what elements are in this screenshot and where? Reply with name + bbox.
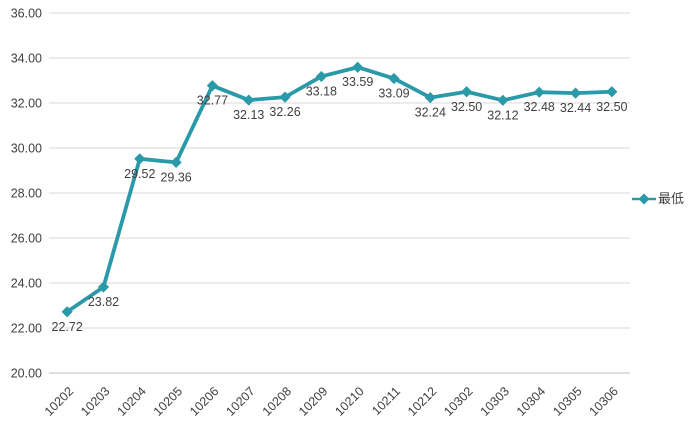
- y-tick-label: 34.00: [11, 52, 42, 66]
- data-point-marker: [134, 153, 146, 165]
- data-label: 29.52: [124, 167, 155, 181]
- legend-line-diamond-icon: [632, 193, 656, 205]
- data-point-marker: [352, 61, 364, 73]
- data-label: 33.59: [342, 75, 373, 89]
- data-label: 29.36: [160, 170, 191, 184]
- data-point-marker: [243, 94, 255, 106]
- data-labels: 22.72 23.82 29.52 29.36 32.77 32.13 32.26 33.18…: [52, 75, 628, 334]
- y-tick-label: 36.00: [11, 7, 42, 21]
- series-line: [65, 65, 614, 314]
- data-label: 22.72: [52, 320, 83, 334]
- x-tick-label: 10304: [514, 384, 549, 419]
- y-tick-label: 30.00: [11, 142, 42, 156]
- legend: 最低: [632, 190, 684, 208]
- data-label: 33.18: [306, 84, 337, 98]
- y-tick-label: 22.00: [11, 322, 42, 336]
- data-point-marker: [497, 94, 509, 106]
- y-tick-label: 26.00: [11, 232, 42, 246]
- data-label: 23.82: [88, 295, 119, 309]
- gridlines: [49, 12, 630, 374]
- x-tick-label: 10303: [478, 384, 513, 419]
- x-tick-label: 10202: [42, 384, 77, 419]
- data-label: 32.13: [233, 108, 264, 122]
- legend-label: 最低: [658, 191, 685, 206]
- data-point-marker: [388, 72, 400, 85]
- data-label: 32.48: [524, 100, 555, 114]
- x-tick-label: 10209: [296, 384, 331, 419]
- x-tick-label: 10206: [187, 384, 222, 419]
- y-tick-label: 20.00: [11, 367, 42, 381]
- data-markers: [61, 61, 618, 318]
- data-label: 32.50: [451, 100, 482, 114]
- x-axis: 10202 10203 10204 10205 10206 10207 10208 10209…: [42, 384, 621, 419]
- x-tick-label: 10211: [369, 384, 403, 418]
- data-point-marker: [97, 281, 110, 293]
- data-point-marker: [279, 91, 291, 103]
- data-point-marker: [315, 70, 327, 83]
- data-point-marker: [533, 86, 545, 98]
- data-label: 32.77: [197, 94, 228, 108]
- data-point-marker: [569, 87, 582, 99]
- data-label: 32.44: [560, 101, 591, 115]
- data-label: 32.12: [487, 108, 518, 122]
- data-point-marker: [460, 86, 473, 98]
- x-tick-label: 10305: [550, 384, 585, 419]
- x-tick-label: 10203: [78, 384, 113, 419]
- x-tick-label: 10212: [405, 384, 440, 419]
- data-point-marker: [606, 86, 618, 98]
- data-label: 32.50: [596, 100, 627, 114]
- data-label: 33.09: [378, 86, 409, 100]
- data-point-marker: [170, 156, 182, 168]
- x-tick-label: 10210: [332, 384, 367, 419]
- x-tick-label: 10204: [114, 384, 149, 419]
- x-tick-label: 10306: [586, 384, 621, 419]
- x-tick-label: 10207: [223, 384, 258, 419]
- x-tick-label: 10205: [151, 384, 186, 419]
- x-tick-label: 10208: [260, 384, 295, 419]
- data-label: 32.26: [269, 105, 300, 119]
- data-point-marker: [424, 92, 436, 104]
- y-axis: 20.00 22.00 24.00 26.00 28.00 30.00 32.00 34.00…: [11, 7, 42, 381]
- data-label: 32.24: [415, 106, 446, 120]
- data-point-marker: [206, 80, 219, 92]
- x-tick-label: 10302: [441, 384, 476, 419]
- y-tick-label: 28.00: [11, 187, 42, 201]
- y-tick-label: 32.00: [11, 97, 42, 111]
- data-point-marker: [61, 306, 73, 318]
- y-tick-label: 24.00: [11, 277, 42, 291]
